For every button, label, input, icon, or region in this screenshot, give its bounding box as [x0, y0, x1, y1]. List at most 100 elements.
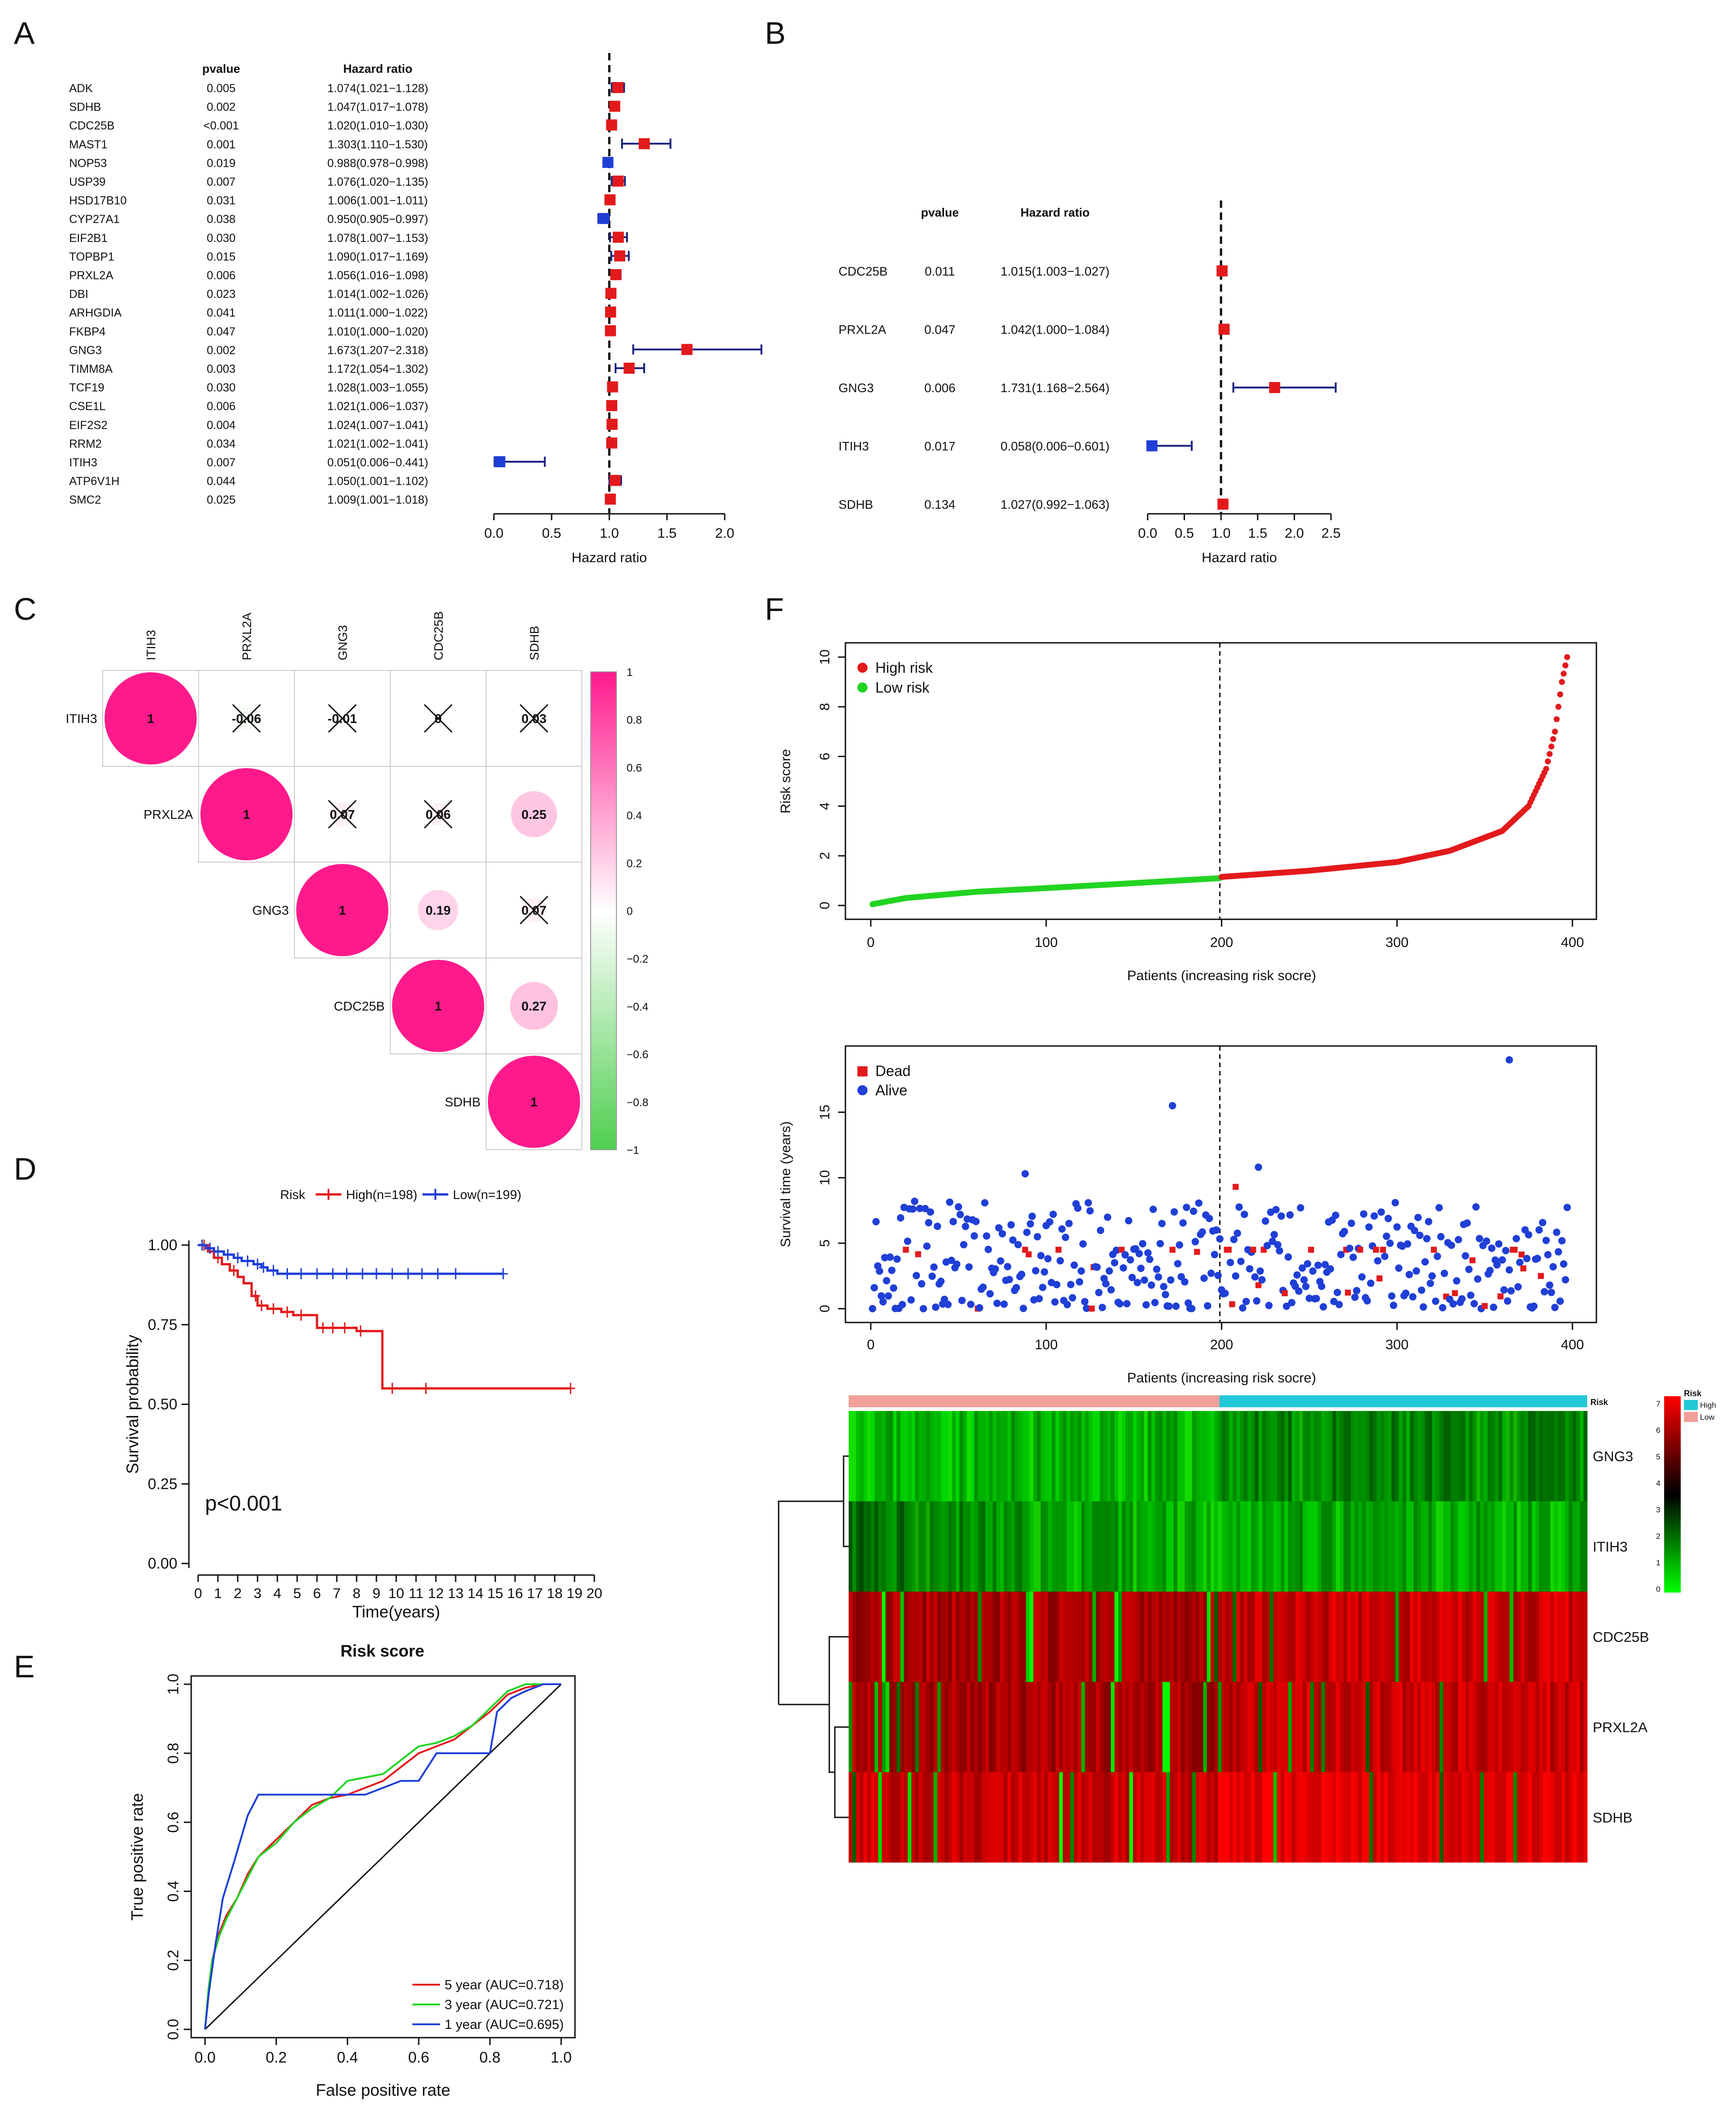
survival-alive-point [1207, 1270, 1215, 1277]
heatmap-cell [1399, 1501, 1403, 1592]
survival-alive-point [1123, 1300, 1131, 1308]
heatmap-cell [1498, 1682, 1503, 1772]
survival-alive-point [1140, 1276, 1148, 1284]
heatmap-cell [1196, 1592, 1200, 1682]
heatmap-cell [1129, 1501, 1133, 1592]
heatmap-cell [882, 1411, 886, 1501]
heatmap-cell [893, 1592, 897, 1682]
heatmap-cell [1550, 1501, 1554, 1592]
survival-alive-point [1033, 1233, 1041, 1240]
heatmap-cell [1576, 1501, 1580, 1592]
heatmap-cell [1402, 1592, 1407, 1682]
heatmap-cell [1203, 1772, 1208, 1863]
heatmap-cell [1513, 1682, 1518, 1772]
heatmap-cell [941, 1772, 945, 1863]
heatmap-cell [970, 1682, 975, 1772]
heatmap-cell [1173, 1592, 1178, 1682]
forest-a-hr-point [606, 400, 617, 411]
heatmap-cell [1266, 1501, 1270, 1592]
roc-x-tick-label: 0.8 [479, 2049, 500, 2066]
heatmap-legend-high-label: High [1700, 1401, 1716, 1410]
heatmap-cell [1003, 1772, 1008, 1863]
heatmap-cell [1428, 1682, 1432, 1772]
survival-alive-point [1493, 1261, 1501, 1269]
survival-alive-point [1161, 1291, 1169, 1299]
heatmap-cell [1073, 1411, 1078, 1501]
forest-b-pvalue: 0.047 [924, 323, 956, 337]
survival-alive-point [976, 1304, 984, 1312]
heatmap-cell [1377, 1501, 1381, 1592]
heatmap-cell [1221, 1411, 1226, 1501]
heatmap-cell [1328, 1411, 1333, 1501]
heatmap-cell [882, 1592, 886, 1682]
heatmap-cell [871, 1592, 875, 1682]
heatmap-cell [1550, 1592, 1554, 1682]
forest-a-gene-label: USP39 [69, 176, 106, 188]
heatmap-cell [1539, 1772, 1543, 1863]
heatmap-cell [1011, 1682, 1015, 1772]
heatmap-cell [963, 1592, 968, 1682]
heatmap-cell [1561, 1772, 1566, 1863]
heatmap-cell [1314, 1772, 1318, 1863]
forest-a-gene-label: TIMM8A [69, 363, 113, 376]
survival-alive-point [946, 1198, 954, 1206]
heatmap-cell [1070, 1682, 1074, 1772]
roc-y-tick-label: 0.4 [164, 1881, 182, 1902]
corr-row-label: SDHB [445, 1095, 481, 1109]
heatmap-cell [1328, 1592, 1333, 1682]
heatmap-cell [1040, 1411, 1045, 1501]
survival-alive-point [1433, 1252, 1441, 1260]
heatmap-cell [1232, 1592, 1237, 1682]
heatmap-cell [1129, 1592, 1133, 1682]
forest-a-x-tick-label: 1.0 [600, 526, 619, 541]
forest-a-gene-label: SMC2 [69, 494, 101, 506]
roc-y-tick-label: 0.6 [164, 1812, 182, 1833]
survival-alive-point [953, 1260, 961, 1268]
corr-circle [105, 672, 197, 764]
heatmap-cell [1436, 1592, 1440, 1682]
heatmap-cell [1336, 1411, 1340, 1501]
heatmap-cell [1317, 1772, 1322, 1863]
heatmap-cell [974, 1682, 979, 1772]
heatmap-cell [1170, 1772, 1174, 1863]
heatmap-cell [1247, 1682, 1252, 1772]
survival-alive-point [1563, 1204, 1571, 1211]
heatmap-cell [1321, 1592, 1325, 1682]
heatmap-cell [1081, 1501, 1085, 1592]
heatmap-cell [1513, 1592, 1518, 1682]
survival-y-tick-label: 15 [817, 1105, 833, 1120]
heatmap-cell [1299, 1772, 1303, 1863]
heatmap-cell [1007, 1411, 1012, 1501]
heatmap-cell [1539, 1592, 1543, 1682]
heatmap-cell [1273, 1592, 1278, 1682]
heatmap-cell [1273, 1682, 1278, 1772]
heatmap-cell [930, 1501, 934, 1592]
heatmap-cell [985, 1411, 990, 1501]
survival-alive-point [885, 1292, 892, 1300]
heatmap-cell [1417, 1592, 1421, 1682]
corr-cross-mark [328, 799, 357, 829]
survival-alive-point [1386, 1240, 1394, 1247]
heatmap-cell [1325, 1772, 1329, 1863]
survival-alive-point [1258, 1276, 1266, 1284]
survival-alive-point [1333, 1288, 1341, 1296]
heatmap-cell [863, 1682, 868, 1772]
heatmap-cell [871, 1501, 875, 1592]
forest-a-hr-text: 1.303(1.110−1.530) [328, 138, 428, 151]
risk-bar-low [849, 1395, 1220, 1407]
heatmap-cell [1410, 1682, 1414, 1772]
heatmap-cell [978, 1501, 982, 1592]
heatmap-cell [1391, 1772, 1396, 1863]
km-x-tick-label: 0 [194, 1585, 202, 1601]
forest-b-x-tick-label: 0.5 [1175, 526, 1194, 541]
corr-cross-mark [519, 704, 549, 733]
heatmap-cell [1059, 1501, 1063, 1592]
survival-alive-point [1237, 1258, 1245, 1265]
heatmap-cell [1207, 1592, 1211, 1682]
forest-a-hr-point [604, 494, 616, 505]
heatmap-cell [1306, 1501, 1311, 1592]
heatmap-cell [974, 1411, 979, 1501]
heatmap-dendrogram [778, 1455, 849, 1818]
survival-alive-point [1168, 1102, 1176, 1110]
heatmap-cell [1535, 1772, 1540, 1863]
